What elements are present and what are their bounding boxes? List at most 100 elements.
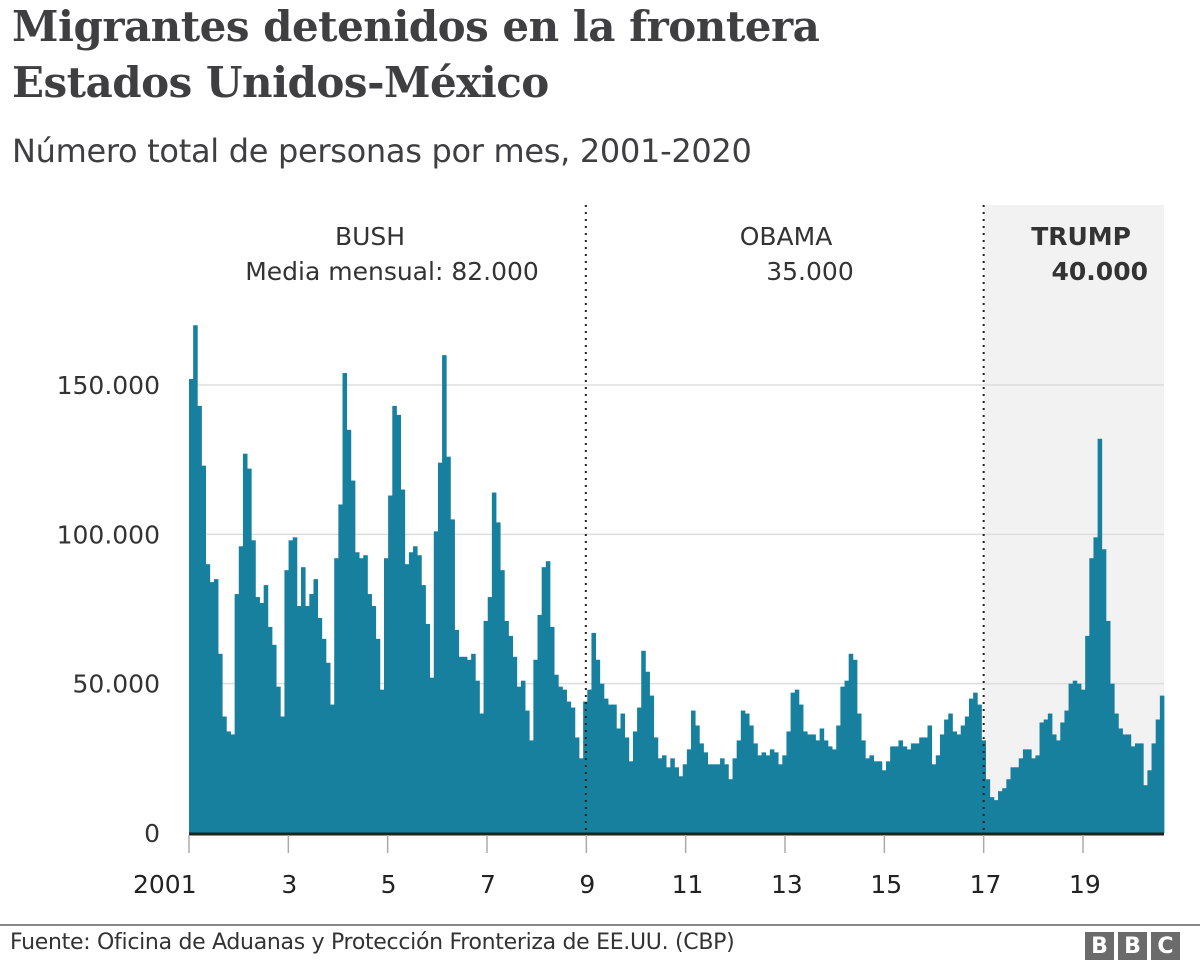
bar bbox=[508, 635, 514, 833]
bar bbox=[512, 656, 518, 833]
bar bbox=[359, 558, 364, 833]
bar bbox=[197, 405, 202, 833]
bar bbox=[786, 731, 791, 833]
bar bbox=[1101, 549, 1107, 833]
bar bbox=[296, 606, 302, 833]
bar bbox=[948, 713, 953, 833]
bar bbox=[317, 617, 323, 833]
bbc-logo: B B C bbox=[1085, 932, 1180, 960]
bar bbox=[1097, 438, 1103, 833]
bar bbox=[848, 653, 854, 833]
bar bbox=[1014, 767, 1020, 833]
bar bbox=[852, 659, 858, 833]
bar bbox=[1093, 537, 1099, 833]
bar bbox=[840, 686, 845, 833]
bar bbox=[931, 764, 937, 833]
bar bbox=[442, 355, 447, 833]
bar bbox=[367, 594, 372, 833]
chart-subtitle: Número total de personas por mes, 2001-2… bbox=[12, 132, 752, 170]
bar bbox=[404, 564, 410, 833]
bar bbox=[906, 749, 912, 833]
bar bbox=[396, 414, 401, 833]
bar bbox=[205, 564, 211, 833]
bar bbox=[1031, 758, 1036, 833]
bbc-logo-letter: B bbox=[1085, 932, 1114, 960]
bar bbox=[674, 767, 679, 833]
bar bbox=[960, 725, 966, 833]
bar bbox=[587, 689, 592, 833]
bar bbox=[661, 755, 667, 833]
bar bbox=[1035, 755, 1040, 833]
bar bbox=[325, 662, 331, 833]
bar bbox=[537, 614, 543, 833]
bar bbox=[724, 764, 729, 833]
bar bbox=[400, 489, 406, 833]
bar bbox=[720, 758, 725, 833]
bar bbox=[807, 734, 812, 833]
bar bbox=[1039, 722, 1045, 833]
bar bbox=[516, 686, 522, 833]
y-tick-label: 0 bbox=[144, 819, 160, 848]
bar bbox=[861, 740, 866, 833]
bar bbox=[338, 504, 343, 833]
bar bbox=[1060, 722, 1065, 833]
bar bbox=[525, 710, 530, 833]
bar bbox=[939, 734, 945, 833]
bar bbox=[234, 594, 240, 833]
bar bbox=[1056, 740, 1061, 833]
bar bbox=[251, 540, 256, 833]
bar bbox=[1085, 635, 1090, 833]
bar bbox=[1043, 719, 1049, 833]
bar bbox=[454, 629, 460, 833]
bar bbox=[823, 740, 829, 833]
bar bbox=[371, 606, 377, 833]
bar bbox=[226, 731, 231, 833]
bar bbox=[819, 728, 825, 833]
bar bbox=[247, 468, 252, 833]
bar bbox=[744, 713, 750, 833]
bar bbox=[832, 749, 837, 833]
bar bbox=[902, 746, 908, 833]
bar bbox=[213, 579, 219, 833]
period-name-label: OBAMA bbox=[740, 222, 833, 251]
x-tick-label: 13 bbox=[771, 870, 803, 899]
bar bbox=[1018, 758, 1024, 833]
bar bbox=[193, 325, 198, 833]
bar bbox=[305, 606, 310, 833]
bar bbox=[462, 656, 468, 833]
bar bbox=[736, 740, 742, 833]
x-tick-label: 9 bbox=[579, 870, 595, 899]
x-tick-label: 2001 bbox=[133, 870, 197, 899]
bar bbox=[873, 761, 879, 833]
bar bbox=[1051, 734, 1057, 833]
bar bbox=[761, 752, 767, 833]
bar bbox=[1022, 749, 1028, 833]
bar bbox=[562, 689, 567, 833]
bar bbox=[612, 704, 617, 833]
bar bbox=[898, 740, 904, 833]
bar bbox=[429, 677, 435, 833]
bar bbox=[886, 761, 891, 833]
bar bbox=[549, 626, 555, 833]
x-tick-label: 7 bbox=[480, 870, 496, 899]
bar bbox=[740, 710, 746, 833]
period-name-label: BUSH bbox=[335, 222, 405, 251]
bar bbox=[267, 626, 273, 833]
bar bbox=[301, 567, 306, 833]
bar bbox=[695, 725, 700, 833]
bar bbox=[346, 429, 352, 833]
bar bbox=[620, 713, 626, 833]
bar bbox=[392, 405, 397, 833]
bar bbox=[595, 659, 601, 833]
x-tick-label: 5 bbox=[381, 870, 397, 899]
bar bbox=[591, 632, 596, 833]
bar bbox=[637, 707, 642, 833]
bar bbox=[471, 653, 476, 833]
y-tick-label: 50.000 bbox=[73, 670, 160, 699]
bar bbox=[641, 650, 646, 833]
bar bbox=[475, 680, 480, 833]
bar bbox=[877, 761, 883, 833]
bar bbox=[1105, 620, 1111, 833]
bar bbox=[624, 737, 630, 833]
bar bbox=[993, 800, 999, 833]
